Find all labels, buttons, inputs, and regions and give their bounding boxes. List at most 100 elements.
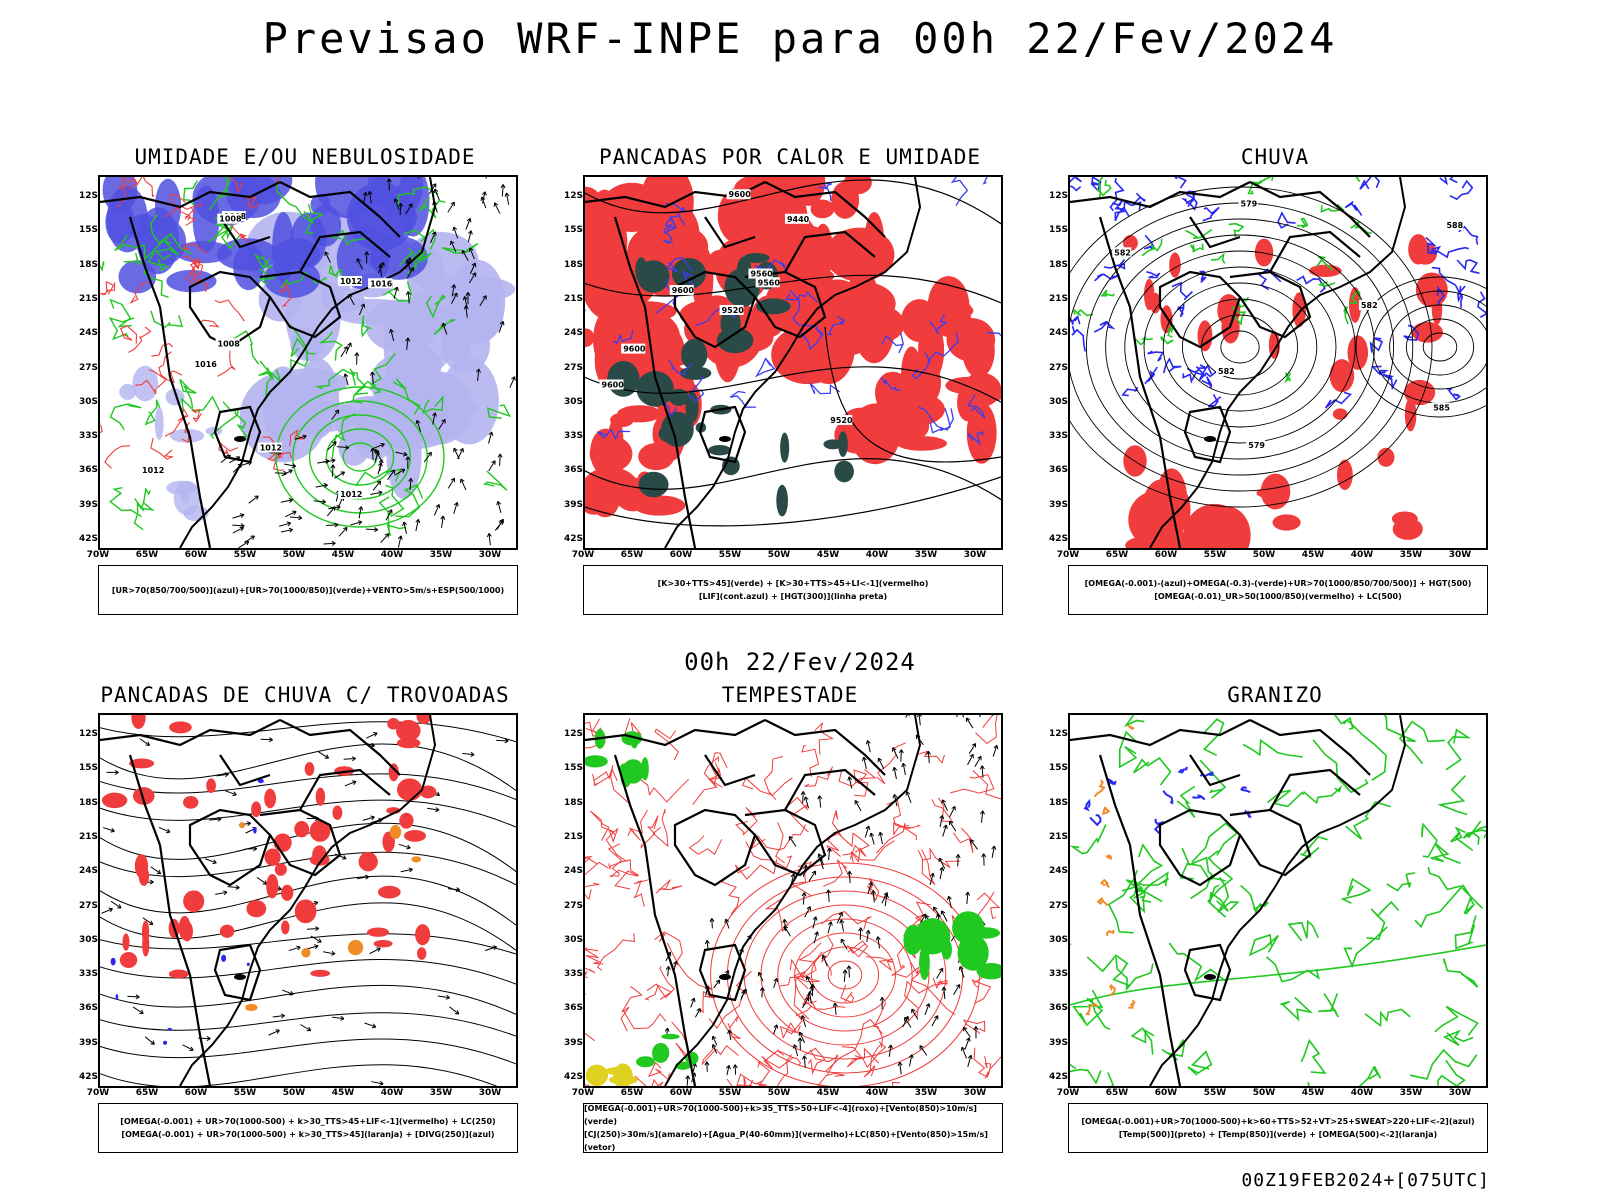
lat-label: 42S [563,534,583,544]
lat-label: 39S [1048,1037,1068,1048]
lon-label: 55W [718,1088,742,1098]
lat-label: 27S [78,900,98,911]
lon-label: 45W [816,1088,840,1098]
lat-label: 12S [78,191,98,201]
lon-label: 30W [963,550,987,560]
lon-label: 40W [865,550,889,560]
lon-label: 35W [914,550,938,560]
lat-label: 33S [78,431,98,442]
lon-label: 65W [135,1088,159,1098]
svg-text:9600: 9600 [602,380,625,389]
svg-text:1008: 1008 [218,339,241,348]
lon-label: 70W [571,550,595,560]
lon-label: 50W [767,550,791,560]
map-canvas [1070,715,1486,1086]
lon-label: 40W [380,1088,404,1098]
lon-label: 60W [1154,550,1178,560]
lat-label: 42S [1048,1072,1068,1082]
legend-line-1: [OMEGA(-0.001)+UR>70(1000-500)+k>60+TTS>… [1081,1117,1475,1126]
lon-label: 30W [1448,1088,1472,1098]
lat-label: 39S [1048,499,1068,510]
lon-label: 60W [669,550,693,560]
panel-title: UMIDADE E/OU NEBULOSIDADE [134,145,476,169]
run-info: 00Z19FEB2024+[075UTC] [1241,1170,1490,1191]
map-rain: 585 582 579 582 582 579 588 [1068,175,1488,550]
svg-text:9440: 9440 [787,215,810,224]
lon-label: 40W [1350,1088,1374,1098]
lat-label: 39S [78,499,98,510]
lat-label: 24S [1048,328,1068,339]
lat-label: 24S [563,866,583,877]
lon-label: 45W [1301,550,1325,560]
lat-label: 24S [563,328,583,339]
lon-axis: 70W 65W 60W 55W 50W 45W 40W 35W 30W [1057,1088,1488,1100]
lon-label: 60W [184,1088,208,1098]
lat-label: 42S [78,1072,98,1082]
lat-label: 24S [1048,866,1068,877]
lat-label: 18S [78,797,98,808]
lat-label: 27S [78,362,98,373]
lon-label: 45W [331,1088,355,1098]
lon-label: 70W [571,1088,595,1098]
lon-label: 50W [767,1088,791,1098]
main-title: Previsao WRF-INPE para 00h 22/Fev/2024 [262,14,1338,63]
lat-label: 15S [1048,763,1068,774]
lat-label: 33S [563,431,583,442]
lat-label: 36S [1048,1003,1068,1014]
lon-label: 35W [429,1088,453,1098]
svg-text:1012: 1012 [260,444,282,453]
lon-label: 30W [963,1088,987,1098]
svg-text:582: 582 [1218,367,1235,376]
panel-title: CHUVA [1240,145,1310,169]
lat-label: 21S [78,831,98,842]
lon-label: 55W [233,550,257,560]
lon-label: 30W [478,1088,502,1098]
legend-box: [K>30+TTS>45](verde) + [K>30+TTS>45+LI<-… [583,565,1003,615]
panel-rain: CHUVA 585 582 579 582 582 579 588 [OMEGA(-0.00… [1040,145,1510,630]
lat-label: 12S [78,729,98,739]
lon-label: 65W [620,1088,644,1098]
map-heat-showers: 9560 9560 9600 9600 9600 9520 9440 9600 9520 [583,175,1003,550]
lon-label: 40W [865,1088,889,1098]
lon-label: 30W [478,550,502,560]
map-canvas [585,715,1001,1086]
lat-label: 33S [563,969,583,980]
map-canvas [100,715,516,1086]
lat-label: 18S [563,797,583,808]
panel-storm: TEMPESTADE [OMEGA(-0.001)+UR>70(1000-500… [555,683,1025,1168]
legend-line-2: [Temp(500)](preto) + [Temp(850)](verde) … [1118,1130,1438,1139]
legend-line-2: [OMEGA(-0.01)_UR>50(1000/850)(vermelho) … [1154,592,1402,601]
lon-label: 50W [282,550,306,560]
lat-label: 36S [78,1003,98,1014]
lat-label: 12S [563,729,583,739]
lat-label: 27S [1048,362,1068,373]
map-thunderstorm-showers [98,713,518,1088]
panel-heat-showers: PANCADAS POR CALOR E UMIDADE 9560 9560 960… [555,145,1025,630]
lon-label: 65W [620,550,644,560]
lat-label: 36S [563,465,583,476]
lat-label: 15S [563,225,583,236]
lat-label: 36S [1048,465,1068,476]
lat-label: 27S [563,362,583,373]
panel-title: PANCADAS POR CALOR E UMIDADE [598,145,981,169]
svg-text:9600: 9600 [672,286,695,295]
legend-line-1: [OMEGA(-0.001)-(azul)+OMEGA(-0.3)-(verde… [1084,579,1472,588]
svg-text:588: 588 [1446,221,1463,230]
lon-label: 55W [233,1088,257,1098]
legend-line-2: [LIF](cont.azul) + [HGT(300)](linha pret… [698,592,888,601]
svg-text:1016: 1016 [195,360,218,369]
lat-label: 24S [78,328,98,339]
lat-label: 39S [563,1037,583,1048]
lat-label: 12S [563,191,583,201]
lon-label: 65W [1105,550,1129,560]
lon-label: 70W [86,1088,110,1098]
svg-text:582: 582 [1361,301,1378,310]
lat-label: 30S [78,934,98,945]
lat-label: 36S [78,465,98,476]
legend-box: [UR>70(850/700/500)](azul)+[UR>70(1000/8… [98,565,518,615]
lat-label: 18S [1048,797,1068,808]
lon-label: 60W [1154,1088,1178,1098]
mid-title: 00h 22/Fev/2024 [684,648,916,676]
lat-label: 15S [563,763,583,774]
